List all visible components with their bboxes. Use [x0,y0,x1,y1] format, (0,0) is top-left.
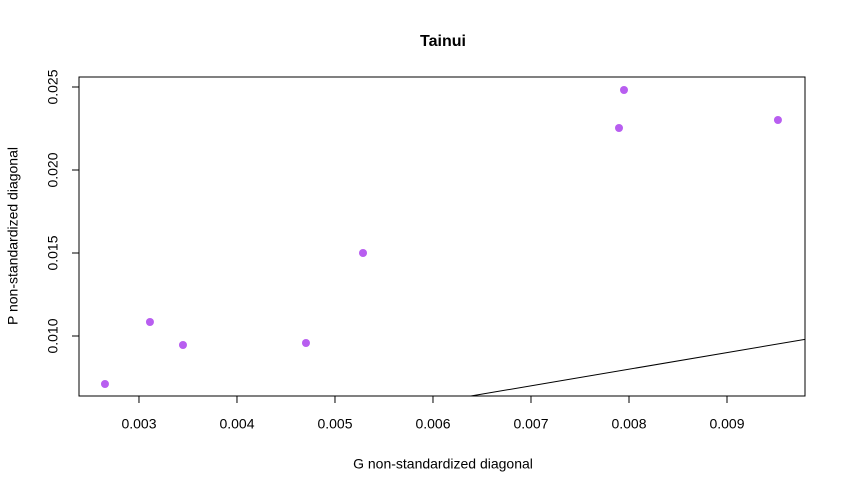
point [301,339,310,348]
x-tick-label: 0.006 [415,416,450,432]
point [359,249,368,258]
point [178,341,187,350]
x-tick-label: 0.009 [709,416,744,432]
point [100,380,109,389]
y-tick-label: 0.020 [45,152,61,187]
y-axis-label: P non-standardized diagonal [5,147,21,325]
plot-frame [78,76,806,397]
point [773,115,782,124]
reference-line [467,338,805,396]
plot-area [467,338,805,396]
x-tick-label: 0.003 [121,416,156,432]
x-tick-label: 0.004 [219,416,254,432]
x-tick-label: 0.008 [611,416,646,432]
point [145,318,154,327]
chart-title: Tainui [420,33,466,50]
y-tick-label: 0.025 [45,69,61,104]
x-tick-label: 0.005 [317,416,352,432]
x-axis-label: G non-standardized diagonal [353,456,533,472]
y-tick-label: 0.015 [45,235,61,270]
point [614,123,623,132]
x-tick-label: 0.007 [513,416,548,432]
point [619,85,628,94]
y-tick-label: 0.010 [45,318,61,353]
